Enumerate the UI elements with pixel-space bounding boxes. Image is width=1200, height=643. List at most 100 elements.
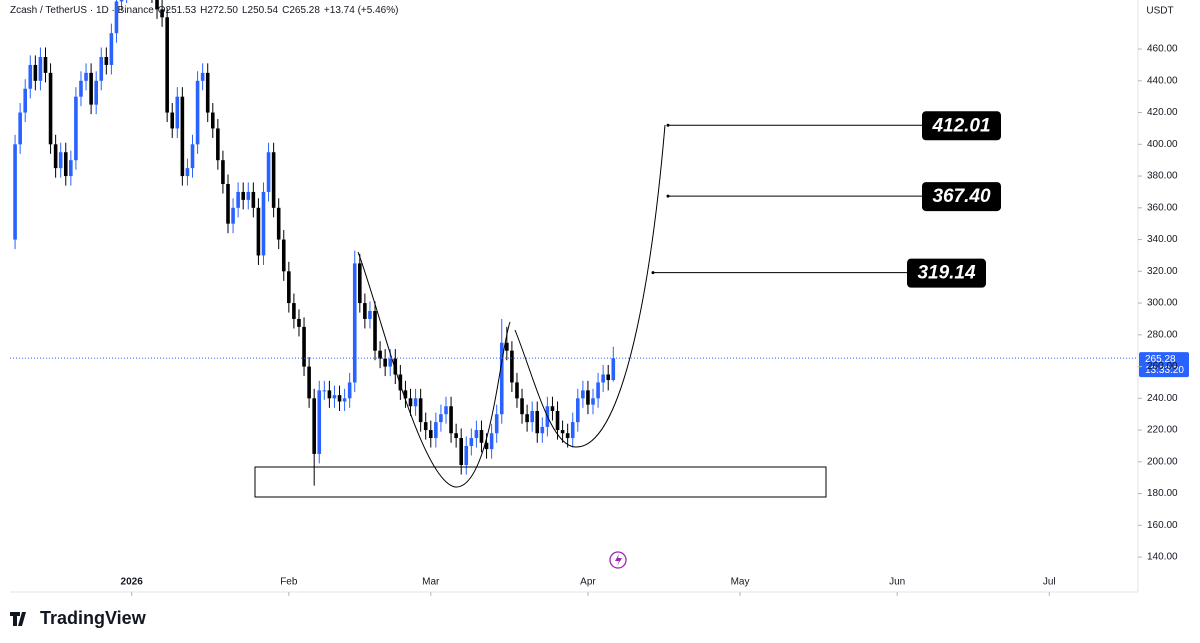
candle-body bbox=[525, 414, 529, 423]
candle-body bbox=[246, 191, 251, 200]
y-tick-label: 380.00 bbox=[1147, 171, 1178, 182]
candles bbox=[13, 0, 616, 486]
candle-body bbox=[287, 271, 291, 304]
y-tick-label: 440.00 bbox=[1147, 75, 1178, 86]
target-box bbox=[922, 182, 1001, 212]
cup-curve bbox=[514, 124, 666, 448]
target-label: 412.01 bbox=[931, 115, 990, 136]
y-tick-label: 200.00 bbox=[1147, 456, 1178, 467]
candle-body bbox=[388, 358, 393, 367]
candle-body bbox=[434, 422, 438, 439]
candle-body bbox=[474, 430, 479, 439]
price-label: 265.28 bbox=[1145, 354, 1176, 365]
candle-body bbox=[494, 414, 499, 434]
candle-body bbox=[606, 374, 611, 381]
y-tick-label: 420.00 bbox=[1147, 107, 1178, 118]
candle-body bbox=[454, 433, 458, 439]
y-tick-label: 260.00 bbox=[1147, 361, 1178, 372]
candle-body bbox=[418, 398, 423, 423]
candle-body bbox=[119, 0, 124, 2]
target-box bbox=[907, 258, 986, 288]
candle-body bbox=[535, 411, 540, 434]
candle-body bbox=[53, 144, 58, 169]
candle-body bbox=[479, 430, 484, 443]
candle-body bbox=[43, 56, 48, 73]
target-label: 367.40 bbox=[932, 186, 991, 207]
candle-body bbox=[611, 358, 616, 381]
candle-body bbox=[469, 438, 474, 446]
candle-body bbox=[398, 374, 403, 391]
symbol: Zcash / TetherUS · 1D · Binance bbox=[10, 5, 154, 16]
candle-body bbox=[312, 398, 316, 454]
legend-low: L250.54 bbox=[242, 5, 279, 16]
candle-body bbox=[281, 239, 286, 272]
candle-body bbox=[510, 350, 514, 383]
candle-body bbox=[89, 72, 93, 105]
candle-body bbox=[109, 33, 114, 65]
candle-body bbox=[565, 433, 570, 439]
event-icon bbox=[609, 551, 627, 569]
y-tick-label: 300.00 bbox=[1147, 298, 1178, 309]
x-tick-label: Feb bbox=[280, 577, 298, 588]
cup-curve bbox=[357, 251, 511, 488]
y-tick-label: 280.00 bbox=[1147, 329, 1178, 340]
candle-body bbox=[94, 80, 98, 105]
candle-body bbox=[393, 358, 398, 375]
candle-body bbox=[33, 64, 38, 81]
legend-open: O251.53 bbox=[158, 5, 197, 16]
candle-body bbox=[428, 430, 433, 439]
candle-body bbox=[515, 382, 519, 399]
candle-body bbox=[337, 395, 342, 402]
y-tick-label: 320.00 bbox=[1147, 266, 1178, 277]
candle-body bbox=[327, 390, 332, 399]
legend-high: H272.50 bbox=[200, 5, 238, 16]
candle-body bbox=[586, 390, 590, 405]
candle-body bbox=[226, 183, 230, 224]
candle-body bbox=[74, 96, 78, 161]
x-tick-label: Apr bbox=[580, 577, 596, 588]
candle-body bbox=[347, 382, 352, 399]
candle-body bbox=[408, 398, 413, 407]
candle-body bbox=[261, 191, 266, 256]
candle-body bbox=[84, 72, 88, 81]
candle-body bbox=[99, 56, 104, 81]
candle-body bbox=[444, 406, 448, 415]
candle-body bbox=[484, 442, 489, 450]
candle-body bbox=[540, 426, 545, 434]
y-tick-label: 180.00 bbox=[1147, 488, 1178, 499]
candle-body bbox=[292, 303, 296, 319]
candle-body bbox=[104, 56, 109, 65]
candle-body bbox=[596, 382, 600, 399]
candle-body bbox=[231, 207, 235, 224]
candle-body bbox=[216, 128, 220, 161]
candle-body bbox=[591, 398, 595, 405]
support-zone bbox=[254, 466, 827, 498]
candle-body bbox=[555, 411, 560, 431]
candle-body bbox=[363, 303, 367, 319]
y-tick-label: 460.00 bbox=[1147, 44, 1178, 55]
candle-body bbox=[570, 422, 575, 439]
countdown: 13:33:20 bbox=[1145, 365, 1184, 376]
candle-body bbox=[251, 191, 256, 208]
y-tick-label: 340.00 bbox=[1147, 234, 1178, 245]
candle-body bbox=[266, 152, 271, 192]
y-tick-label: 140.00 bbox=[1147, 552, 1178, 563]
candle-body bbox=[79, 80, 83, 97]
candle-body bbox=[307, 366, 311, 399]
candle-body bbox=[48, 72, 53, 145]
candle-body bbox=[221, 160, 225, 184]
legend: Zcash / TetherUS · 1D · Binance O251.53 H2… bbox=[10, 5, 398, 16]
y-tick-label: 240.00 bbox=[1147, 393, 1178, 404]
candle-body bbox=[403, 390, 408, 399]
currency: USDT bbox=[1146, 6, 1173, 17]
candle-body bbox=[530, 411, 534, 423]
candle-body bbox=[114, 1, 119, 34]
candle-body bbox=[155, 0, 159, 10]
candle-body bbox=[165, 17, 169, 113]
candle-body bbox=[560, 430, 565, 434]
candle-body bbox=[38, 56, 43, 81]
candle-body bbox=[358, 263, 362, 304]
